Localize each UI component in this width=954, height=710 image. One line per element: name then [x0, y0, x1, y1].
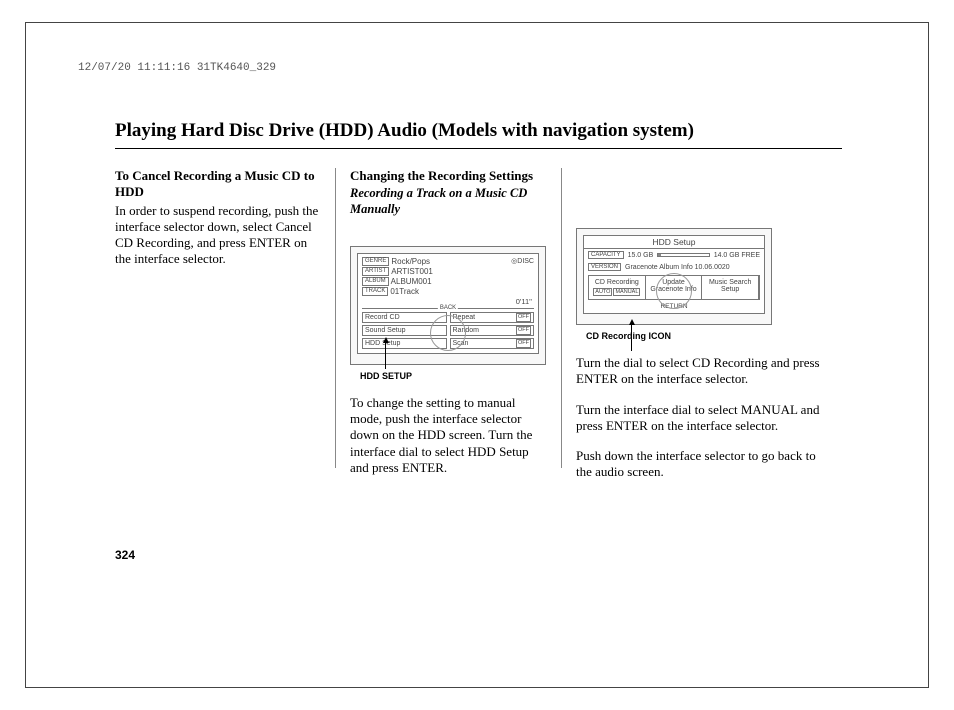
disc-icon: ◎DISC: [511, 257, 534, 297]
callout-pointer: [631, 325, 632, 351]
columns: To Cancel Recording a Music CD to HDD In…: [115, 168, 842, 481]
cancel-body: In order to suspend recording, push the …: [115, 203, 321, 268]
arrow-icon: [383, 337, 389, 343]
version-label: VERSION: [588, 263, 621, 271]
figure-cd-screen: HDD Setup CAPACITY 15.0 GB 14.0 GB FREE …: [583, 235, 765, 314]
artist-value: ARTIST001: [391, 267, 433, 276]
header-timestamp: 12/07/20 11:11:16 31TK4640_329: [78, 62, 276, 74]
track-label: TRACK: [362, 287, 388, 296]
spacer: [576, 168, 822, 200]
cd-body-1: Turn the dial to select CD Recording and…: [576, 355, 822, 388]
hdd-setup-title: HDD Setup: [584, 236, 764, 249]
sound-setup-button: Sound Setup: [362, 325, 447, 336]
genre-value: Rock/Pops: [391, 257, 430, 266]
track-info: GENRERock/Pops ARTISTARTIST001 ALBUMALBU…: [362, 257, 433, 297]
cd-recording-title: CD Recording: [595, 279, 639, 286]
figure-caption-hdd: HDD SETUP: [360, 371, 547, 381]
capacity-label: CAPACITY: [588, 251, 624, 259]
page-number: 324: [115, 548, 135, 562]
track-value: 01Track: [390, 287, 419, 296]
changing-subheading: Recording a Track on a Music CD Manually: [350, 186, 547, 217]
cd-body-3: Push down the interface selector to go b…: [576, 448, 822, 481]
random-button: RandomOFF: [450, 325, 535, 336]
version-value: Gracenote Album Info 10.06.0020: [625, 264, 730, 271]
hdd-setup-button: HDD Setup: [362, 338, 447, 349]
changing-heading: Changing the Recording Settings: [350, 168, 547, 184]
album-value: ALBUM001: [391, 277, 432, 286]
capacity-free: 14.0 GB FREE: [714, 252, 760, 259]
cd-recording-options: AUTO MANUAL: [593, 288, 640, 296]
cancel-heading: To Cancel Recording a Music CD to HDD: [115, 168, 321, 201]
cd-body-2: Turn the interface dial to select MANUAL…: [576, 402, 822, 435]
artist-label: ARTIST: [362, 267, 389, 276]
figure-cd-recording: HDD Setup CAPACITY 15.0 GB 14.0 GB FREE …: [576, 228, 772, 325]
scan-button: ScanOFF: [450, 338, 535, 349]
music-search-panel: Music Search Setup: [702, 276, 759, 299]
column-changing-settings: Changing the Recording Settings Recordin…: [336, 168, 561, 481]
changing-body: To change the setting to manual mode, pu…: [350, 395, 547, 476]
return-label: RETURN: [584, 302, 764, 313]
figure-caption-cd: CD Recording ICON: [586, 331, 822, 341]
repeat-button: RepeatOFF: [450, 312, 535, 323]
arrow-icon: [629, 319, 635, 325]
genre-label: GENRE: [362, 257, 389, 266]
column-cd-recording: HDD Setup CAPACITY 15.0 GB 14.0 GB FREE …: [562, 168, 822, 481]
elapsed-time: 0'11'': [516, 297, 532, 306]
capacity-used: 15.0 GB: [628, 252, 654, 259]
page-title: Playing Hard Disc Drive (HDD) Audio (Mod…: [115, 120, 694, 142]
cd-recording-panel: CD Recording AUTO MANUAL: [589, 276, 646, 299]
back-label: BACK: [438, 305, 458, 311]
capacity-bar: [657, 253, 709, 257]
title-rule: [115, 148, 842, 149]
album-label: ALBUM: [362, 277, 389, 286]
column-cancel-recording: To Cancel Recording a Music CD to HDD In…: [115, 168, 335, 481]
record-cd-button: Record CD: [362, 312, 447, 323]
update-gracenote-panel: Update Gracenote Info: [646, 276, 703, 299]
figure-hdd-setup: GENRERock/Pops ARTISTARTIST001 ALBUMALBU…: [350, 246, 546, 365]
callout-pointer: [385, 343, 386, 369]
